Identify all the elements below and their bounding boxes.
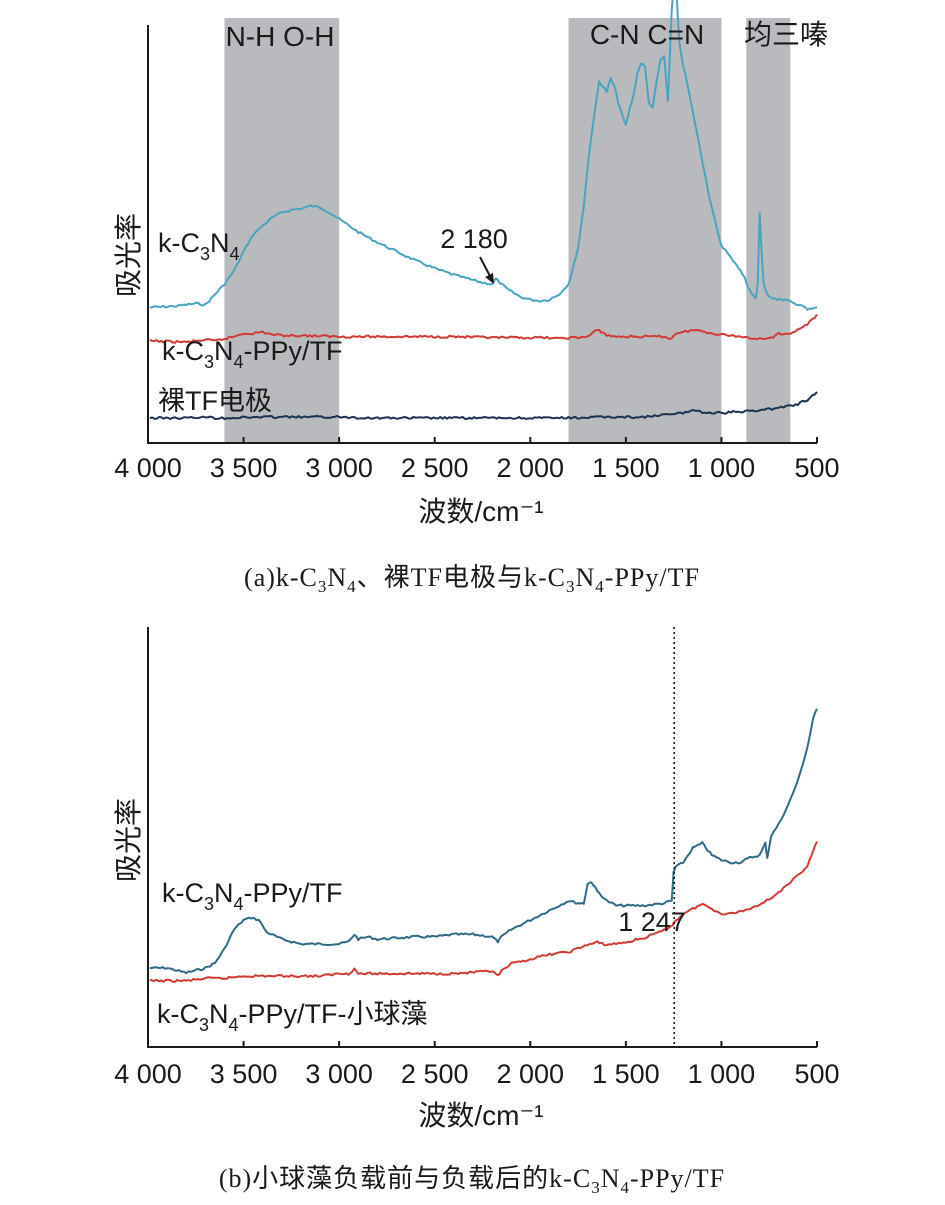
series-line-a-2 — [149, 391, 818, 420]
x-tick-label-a-0: 4 000 — [114, 453, 182, 483]
x-tick-label-a-3: 2 500 — [401, 453, 469, 483]
x-tick-label-b-1: 3 500 — [210, 1059, 278, 1089]
series-label-b-algae: k-C3N4-PPy/TF-小球藻 — [157, 999, 428, 1035]
panel-b-y-label: 吸光率 — [113, 798, 144, 882]
panel-a: 4 000 3 500 3 000 2 500 2 000 1 500 1 000 500 N… — [113, 0, 840, 596]
series-line-a-1 — [149, 314, 818, 344]
x-tick-label-b-6: 1 000 — [688, 1059, 756, 1089]
x-tick-label-a-1: 3 500 — [210, 453, 278, 483]
x-tick-label-b-7: 500 — [794, 1059, 839, 1089]
panel-b-caption: (b)小球藻负载前与负载后的k-C3N4-PPy/TF — [219, 1164, 725, 1197]
panel-a-x-ticks: 4 000 3 500 3 000 2 500 2 000 1 500 1 000 500 — [114, 437, 840, 483]
shaded-band-2 — [746, 18, 791, 443]
panel-a-caption: (a)k-C3N4、裸TF电极与k-C3N4-PPy/TF — [244, 563, 700, 596]
panel-b-x-label: 波数/cm⁻¹ — [418, 1100, 543, 1131]
panel-b-series — [149, 708, 818, 983]
annotation-2180: 2 180 — [440, 224, 508, 254]
band-label-nh-oh: N-H O-H — [226, 21, 335, 52]
x-tick-label-a-5: 1 500 — [592, 453, 660, 483]
panel-a-shaded-bands — [224, 18, 791, 443]
panel-a-x-label: 波数/cm⁻¹ — [418, 496, 543, 527]
series-line-b-1 — [149, 841, 818, 983]
series-label-bare-tf: 裸TF电极 — [158, 386, 272, 416]
x-tick-label-a-4: 2 000 — [496, 453, 564, 483]
panel-b-x-ticks: 4 000 3 500 3 000 2 500 2 000 1 500 1 000 500 — [114, 1041, 840, 1089]
x-tick-label-b-4: 2 000 — [496, 1059, 564, 1089]
series-label-kc3n4: k-C3N4 — [158, 228, 240, 264]
x-tick-label-b-0: 4 000 — [114, 1059, 182, 1089]
x-tick-label-b-2: 3 000 — [305, 1059, 373, 1089]
shaded-band-0 — [224, 18, 340, 443]
x-tick-label-b-3: 2 500 — [401, 1059, 469, 1089]
panel-a-y-label: 吸光率 — [113, 213, 144, 297]
annotation-2180-arrow — [479, 256, 494, 284]
series-label-b-kc3n4-ppy-tf: k-C3N4-PPy/TF — [162, 878, 343, 914]
x-tick-label-b-5: 1 500 — [592, 1059, 660, 1089]
band-label-triazine: 均三嗪 — [744, 19, 828, 50]
panel-b: 4 000 3 500 3 000 2 500 2 000 1 500 1 000 500 1… — [113, 627, 840, 1197]
shaded-band-1 — [568, 18, 722, 443]
x-tick-label-a-6: 1 000 — [688, 453, 756, 483]
annotation-1247: 1 247 — [618, 907, 686, 937]
series-label-kc3n4-ppy-tf: k-C3N4-PPy/TF — [162, 336, 343, 372]
band-label-cn: C-N C=N — [590, 19, 704, 50]
x-tick-label-a-7: 500 — [794, 453, 839, 483]
x-tick-label-a-2: 3 000 — [305, 453, 373, 483]
series-line-a-0 — [149, 0, 818, 311]
panel-a-series — [149, 0, 818, 420]
series-line-b-0 — [149, 708, 818, 975]
